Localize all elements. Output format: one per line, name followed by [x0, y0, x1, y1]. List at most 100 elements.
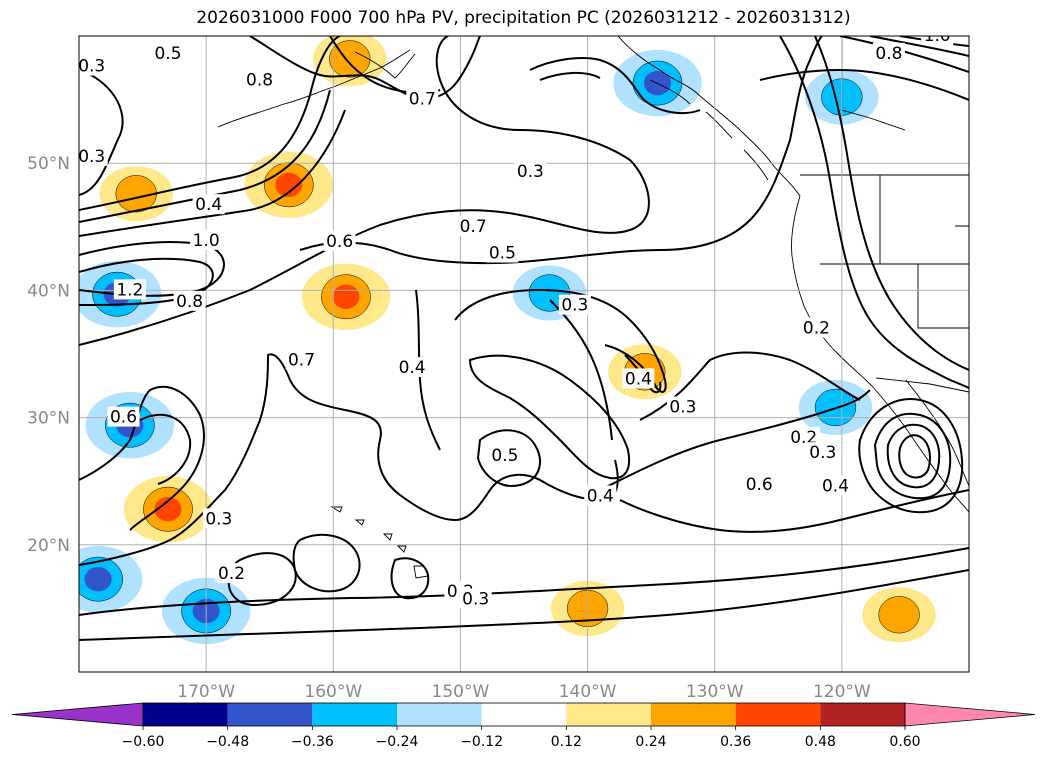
precip-blob	[643, 70, 672, 96]
contour-label-bg	[488, 444, 521, 465]
contour-label-bg	[800, 317, 833, 338]
contour-label-bg	[79, 145, 108, 166]
pv-contour-line	[79, 353, 619, 566]
contour-label-bg	[921, 36, 954, 45]
precip-blob	[332, 284, 360, 309]
y-tick-label: 20°N	[27, 536, 70, 556]
contour-label: 0.7	[288, 350, 315, 370]
contour-label-bg	[584, 485, 617, 506]
colorbar-segment	[735, 703, 821, 726]
pv-contour-line	[814, 36, 969, 371]
contour-label: 0.5	[154, 44, 181, 64]
colorbar: −0.60 −0.48 −0.36 −0.24 −0.12 0.12 0.24 0.36 0.4…	[11, 702, 1036, 750]
x-tick-label: 160°W	[304, 682, 362, 702]
pv-contour-line	[79, 36, 650, 346]
colorbar-tick-label: −0.60	[122, 734, 165, 750]
pv-contour-line	[639, 351, 861, 421]
contour-label: 0.4	[822, 476, 849, 496]
contour-label: 0.3	[561, 296, 588, 316]
contour-label: 0.2	[803, 319, 830, 339]
y-tick-label: 50°N	[27, 154, 70, 174]
contour-label: 1.0	[924, 26, 951, 46]
colorbar-tick-label: 0.48	[805, 734, 836, 750]
contour-label: 0.8	[875, 44, 902, 64]
pv-contour-line	[79, 69, 124, 196]
pv-contour-line	[873, 412, 952, 500]
contour-label: 0.6	[746, 475, 773, 495]
pv-contour-line	[292, 533, 361, 593]
colorbar-segment	[227, 703, 313, 726]
colorbar-tick-label: 0.24	[635, 734, 666, 750]
precip-blob	[154, 497, 182, 522]
axis-label-layer: 170°W 160°W 150°W 140°W 130°W 120°W 20°N 30°N 40…	[27, 154, 871, 702]
contour-label-bg	[202, 508, 235, 529]
grid-layer	[79, 36, 969, 672]
contour-label-bg	[406, 88, 439, 109]
colorbar-tick-label: 0.36	[720, 734, 751, 750]
contour-label-bg	[872, 42, 905, 63]
colorbar-segment	[481, 703, 567, 726]
pv-contour-line	[415, 289, 441, 451]
contour-label: 0.5	[491, 446, 518, 466]
colorbar-segment	[820, 703, 905, 726]
colorbar-segment	[312, 703, 397, 726]
x-tick-label: 120°W	[813, 682, 871, 702]
contour-label: 0.3	[205, 509, 232, 529]
pv-contour-line	[886, 423, 941, 489]
coastline-us-west	[791, 195, 873, 387]
contour-label: 0.3	[809, 443, 836, 463]
contour-label-bg	[819, 475, 852, 496]
pv-contour-line	[390, 557, 430, 600]
coastline-alaska-peninsula	[354, 51, 416, 79]
colorbar-tick-label: −0.36	[291, 734, 334, 750]
colorbar-tick-label: 0.60	[889, 734, 920, 750]
contour-label-bg	[285, 349, 318, 370]
contour-label: 0.4	[625, 369, 652, 389]
contour-label-bg	[243, 69, 276, 90]
x-tick-label: 150°W	[432, 682, 490, 702]
contour-label-bg	[666, 396, 699, 417]
contour-label: 0.2	[218, 564, 245, 584]
border-us-mexico	[875, 377, 969, 393]
pv-contour-line	[599, 389, 871, 491]
pv-contour-line	[529, 57, 701, 115]
contour-label: 0.4	[399, 358, 426, 378]
chart-title: 2026031000 F000 700 hPa PV, precipitatio…	[196, 8, 851, 28]
map-background	[79, 36, 969, 672]
precip-blob	[275, 172, 303, 198]
contour-label-bg	[396, 356, 429, 377]
pv-contour-line	[79, 89, 331, 223]
pv-contour-line	[858, 398, 964, 514]
pv-contour-line	[299, 36, 823, 265]
pv-contour-line	[139, 413, 192, 485]
colorbar-segment	[143, 703, 228, 726]
y-tick-label: 40°N	[27, 281, 70, 301]
coastline-aleutians	[217, 49, 411, 128]
x-tick-label: 140°W	[559, 682, 617, 702]
colorbar-tick-label: −0.24	[376, 734, 419, 750]
contour-label-bg	[743, 474, 776, 495]
pv-contour-line	[249, 36, 481, 100]
pv-contour-line	[549, 299, 613, 441]
contour-label: 0.4	[195, 195, 222, 215]
colorbar-extend-min	[11, 702, 144, 727]
contour-label-bg	[457, 215, 490, 236]
pv-contour-line	[869, 36, 969, 57]
pv-contour-line	[79, 36, 341, 211]
contour-label-bg	[215, 563, 248, 584]
contour-label: 0.7	[460, 217, 487, 237]
contour-label-bg	[152, 42, 184, 63]
contour-label: 0.6	[110, 408, 137, 428]
contour-label: 0.3	[462, 589, 489, 609]
contour-label: 0.4	[587, 486, 614, 506]
contour-label-bg	[113, 279, 146, 300]
pv-contour-line	[79, 109, 346, 237]
pv-contour-line	[898, 434, 931, 479]
x-tick-label: 170°W	[177, 682, 235, 702]
pv-contour-line	[779, 36, 969, 389]
pv-contour-line	[79, 569, 969, 641]
contour-label-bg	[486, 242, 519, 263]
contour-label-bg	[107, 406, 140, 427]
contour-label-bg	[787, 426, 820, 447]
coastline-islands	[649, 79, 769, 181]
